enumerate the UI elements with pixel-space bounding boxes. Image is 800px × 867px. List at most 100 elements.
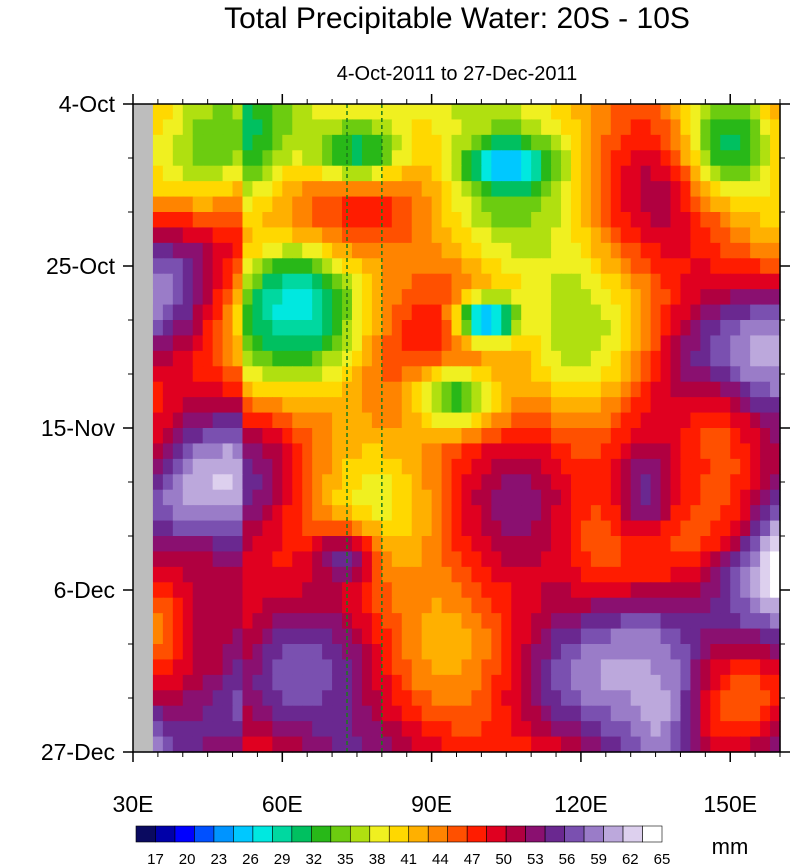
heatmap-cell [720, 597, 731, 614]
heatmap-cell [451, 674, 463, 691]
colorbar-swatch [213, 825, 234, 843]
heatmap-cell [302, 134, 313, 151]
heatmap-cell [590, 273, 602, 290]
heatmap-cell [700, 505, 711, 522]
heatmap-cell [451, 181, 463, 198]
heatmap-cell [272, 212, 283, 229]
heatmap-cell [720, 165, 731, 182]
heatmap-cell [451, 551, 463, 568]
heatmap-cell [531, 181, 542, 198]
heatmap-cell [650, 582, 662, 599]
heatmap-cell [312, 134, 323, 151]
heatmap-cell [152, 551, 164, 568]
heatmap-cell [630, 690, 642, 707]
heatmap-cell [391, 242, 403, 259]
heatmap-cell [501, 381, 512, 398]
heatmap-cell [302, 458, 313, 475]
heatmap-cell [570, 443, 582, 460]
heatmap-cell [710, 335, 721, 352]
heatmap-cell [501, 474, 512, 491]
heatmap-cell [411, 659, 423, 676]
heatmap-cell [700, 273, 711, 290]
heatmap-cell [182, 366, 194, 383]
heatmap-cell [471, 721, 482, 738]
heatmap-cell [680, 304, 692, 321]
heatmap-cell [192, 181, 204, 198]
heatmap-cell [381, 674, 393, 691]
heatmap-cell [451, 443, 463, 460]
heatmap-cell [381, 659, 393, 676]
heatmap-cell [351, 289, 363, 306]
heatmap-cell [481, 505, 492, 522]
heatmap-cell [690, 474, 701, 491]
heatmap-cell [282, 628, 293, 645]
heatmap-cell [441, 489, 453, 506]
heatmap-cell [162, 520, 174, 537]
y-tick-label: 25-Oct [46, 253, 116, 279]
heatmap-cell [561, 659, 572, 676]
heatmap-cell [232, 350, 244, 367]
heatmap-cell [192, 551, 204, 568]
heatmap-cell [361, 443, 373, 460]
heatmap-cell [361, 165, 373, 182]
heatmap-cell [551, 613, 562, 630]
heatmap-cell [302, 350, 313, 367]
heatmap-cell [262, 551, 273, 568]
heatmap-cell [700, 320, 711, 337]
heatmap-cell [162, 350, 174, 367]
heatmap-cell [760, 212, 771, 229]
heatmap-cell [630, 674, 642, 691]
heatmap-cell [282, 181, 293, 198]
heatmap-cell [292, 150, 303, 167]
heatmap-cell [192, 165, 204, 182]
heatmap-cell [232, 644, 244, 661]
heatmap-cell [700, 104, 711, 121]
heatmap-cell [501, 134, 512, 151]
heatmap-cell [391, 335, 403, 352]
heatmap-cell [551, 119, 562, 136]
heatmap-cell [620, 659, 632, 676]
heatmap-cell [590, 628, 602, 645]
heatmap-cell [541, 273, 552, 290]
heatmap-cell [650, 150, 662, 167]
colorbar-swatch [427, 825, 449, 843]
colorbar-unit: mm [712, 834, 749, 859]
heatmap-cell [242, 597, 254, 614]
heatmap-cell [481, 134, 492, 151]
heatmap-cell [371, 350, 383, 367]
heatmap-cell [332, 381, 343, 398]
heatmap-cell [401, 628, 413, 645]
heatmap-cell [760, 721, 771, 738]
heatmap-cell [361, 150, 373, 167]
heatmap-cell [431, 242, 443, 259]
heatmap-cell [620, 273, 632, 290]
heatmap-cell [182, 242, 194, 259]
heatmap-cell [262, 134, 273, 151]
heatmap-cell [551, 150, 562, 167]
heatmap-cell [192, 489, 204, 506]
heatmap-cell [521, 196, 532, 213]
heatmap-cell [302, 489, 313, 506]
heatmap-cell [302, 181, 313, 198]
heatmap-cell [770, 181, 781, 198]
heatmap-cell [222, 304, 234, 321]
heatmap-cell [511, 196, 522, 213]
heatmap-cell [481, 674, 492, 691]
heatmap-cell [580, 165, 592, 182]
heatmap-cell [441, 397, 453, 414]
heatmap-cell [391, 258, 403, 275]
heatmap-cell [371, 119, 383, 136]
heatmap-cell [620, 212, 632, 229]
heatmap-cell [292, 212, 303, 229]
heatmap-cell [570, 258, 582, 275]
heatmap-cell [361, 104, 373, 121]
heatmap-cell [361, 242, 373, 259]
heatmap-cell [640, 489, 652, 506]
heatmap-cell [491, 628, 502, 645]
heatmap-cell [172, 613, 184, 630]
heatmap-cell [590, 644, 602, 661]
heatmap-cell [590, 613, 602, 630]
heatmap-cell [590, 582, 602, 599]
heatmap-cell [441, 196, 453, 213]
heatmap-cell [630, 119, 642, 136]
